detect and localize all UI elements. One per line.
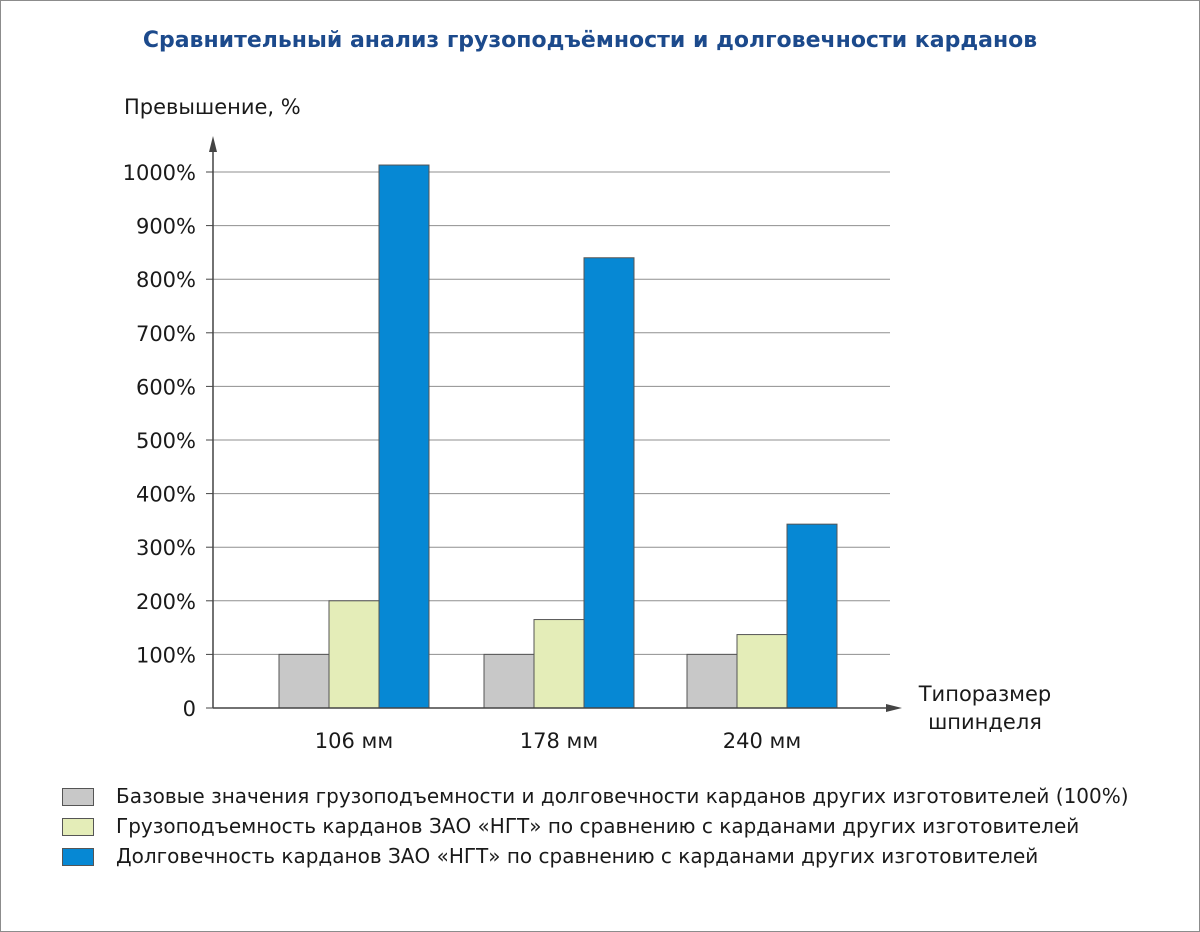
y-tick-label: 700% [136,322,196,346]
y-tick-label: 200% [136,590,196,614]
legend-label-capacity: Грузоподъемность карданов ЗАО «НГТ» по с… [116,814,1080,838]
y-tick-label: 500% [136,429,196,453]
legend-label-durability: Долговечность карданов ЗАО «НГТ» по срав… [116,844,1039,868]
y-tick-label: 800% [136,268,196,292]
y-axis-label: Превышение, % [124,95,301,119]
chart-title: Сравнительный анализ грузоподъёмности и … [142,28,1038,53]
bar [483,653,535,709]
bar [533,619,585,709]
y-tick-label: 1000% [123,161,196,185]
x-axis-label-line-2: шпинделя [928,710,1042,734]
y-tick-label: 900% [136,215,196,239]
bar [686,653,738,709]
legend-label-baseline: Базовые значения грузоподъемности и долг… [116,784,1129,808]
x-tick-label: 106 мм [315,729,393,753]
y-tick-label: 400% [136,483,196,507]
bar [278,653,330,709]
y-tick-label: 0 [183,697,196,721]
y-tick-label: 600% [136,375,196,399]
bar [736,634,788,709]
bar [786,523,838,709]
y-axis-arrow [209,136,217,152]
legend-swatch-capacity [62,818,94,836]
bar [328,600,380,709]
x-axis-label: Типоразмер шпинделя [900,680,1070,736]
bar [583,257,635,709]
x-tick-label: 178 мм [520,729,598,753]
x-axis-arrow [886,704,902,712]
legend-swatch-durability [62,848,94,866]
x-axis-label-line-1: Типоразмер [918,682,1052,706]
bar-chart: 0 100% 200% 300% 400% 500% 600% 700% 800% 900% 100… [123,136,902,753]
legend-swatch-baseline [62,788,94,806]
y-tick-label: 100% [136,643,196,667]
x-tick-label: 240 мм [723,729,801,753]
bar [378,164,430,709]
y-tick-label: 300% [136,536,196,560]
